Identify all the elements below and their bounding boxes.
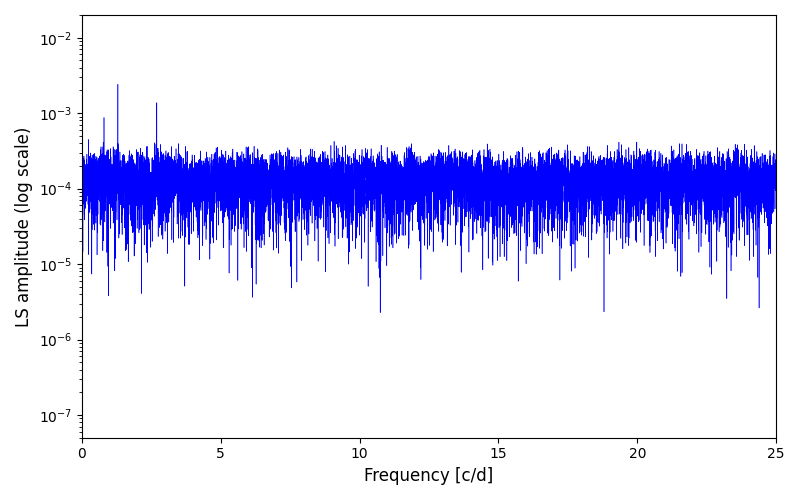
X-axis label: Frequency [c/d]: Frequency [c/d]: [364, 467, 494, 485]
Y-axis label: LS amplitude (log scale): LS amplitude (log scale): [15, 126, 33, 326]
